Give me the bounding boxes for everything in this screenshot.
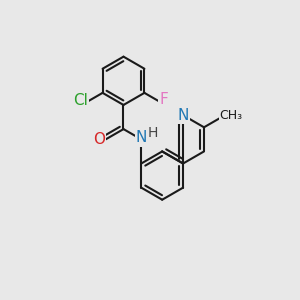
Text: N: N [136,130,147,146]
Text: F: F [159,92,168,107]
Text: CH₃: CH₃ [220,109,243,122]
Text: H: H [147,127,158,140]
Text: N: N [177,108,189,123]
Text: O: O [93,132,105,147]
Text: Cl: Cl [74,93,88,108]
